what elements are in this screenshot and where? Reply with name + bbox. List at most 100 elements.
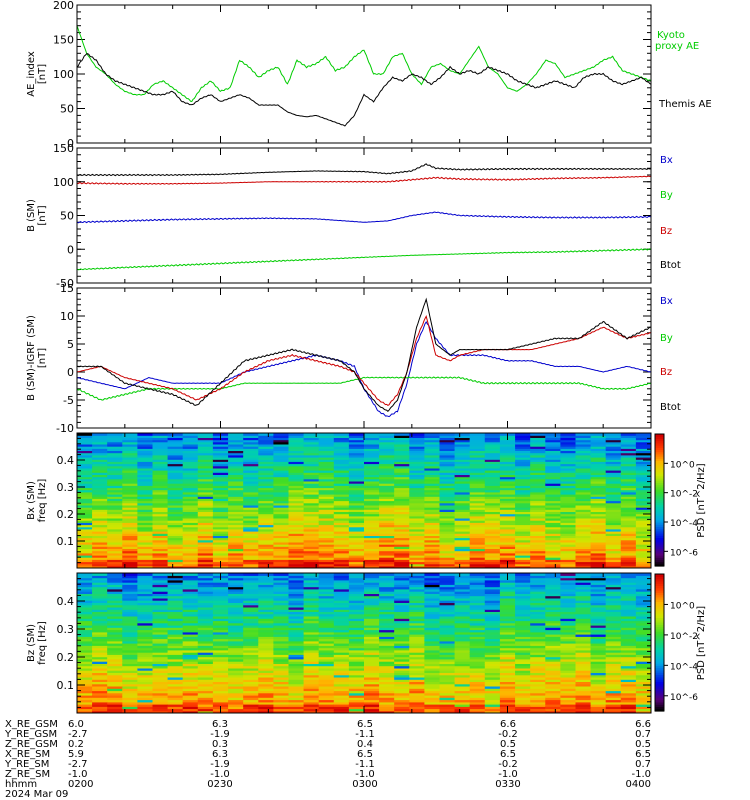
colorbar-segment xyxy=(655,436,664,439)
spectrogram-cell xyxy=(469,467,486,471)
spectrogram-cell xyxy=(273,461,290,465)
spectrogram-cell xyxy=(439,439,456,443)
colorbar-segment xyxy=(655,517,664,521)
spectrogram-cell xyxy=(197,681,214,685)
spectrogram-cell xyxy=(545,701,561,705)
spectrogram-cell xyxy=(273,654,290,658)
spectrogram-cell xyxy=(499,604,516,608)
spectrogram-cell xyxy=(439,496,456,499)
spectrogram-cell xyxy=(122,498,138,502)
spectrogram-cell xyxy=(107,615,123,619)
spectrogram-cell xyxy=(107,658,123,662)
spectrogram-cell xyxy=(394,524,410,528)
spectrogram-cell xyxy=(167,498,184,502)
spectrogram-cell xyxy=(530,676,546,680)
spectrogram-cell xyxy=(605,565,622,568)
spectrogram-cell xyxy=(590,463,607,467)
spectrogram-cell xyxy=(530,701,546,705)
spectrogram-cell xyxy=(197,467,214,471)
spectrogram-cell xyxy=(394,597,410,601)
spectrogram-cell xyxy=(92,573,108,576)
spectrogram-cell xyxy=(560,465,577,469)
spectrogram-cell xyxy=(228,654,244,658)
spectrogram-cell xyxy=(152,443,169,447)
spectrogram-cell xyxy=(484,699,501,703)
spectrogram-cell xyxy=(590,496,607,499)
spectrogram-cell xyxy=(333,609,350,612)
spectrogram-cell xyxy=(152,448,169,451)
spectrogram-cell xyxy=(152,494,169,497)
spectrogram-cell xyxy=(469,522,486,526)
spectrogram-cell xyxy=(424,701,441,705)
spectrogram-cell xyxy=(484,615,501,619)
spectrogram-cell xyxy=(409,681,425,685)
spectrogram-cell xyxy=(318,647,335,651)
spectrogram-cell xyxy=(394,457,410,460)
spectrogram-cell xyxy=(575,575,592,579)
spectrogram-cell xyxy=(167,692,184,696)
spectrogram-cell xyxy=(318,437,335,441)
spectrogram-cell xyxy=(288,548,305,552)
spectrogram-cell xyxy=(484,489,501,493)
spectrogram-cell xyxy=(545,463,561,467)
spectrogram-cell xyxy=(409,663,425,667)
spectrogram-cell xyxy=(92,474,108,478)
spectrogram-cell xyxy=(545,674,561,678)
spectrogram-cell xyxy=(318,685,335,689)
spectrogram-cell xyxy=(228,461,244,465)
spectrogram-cell xyxy=(77,591,93,594)
spectrogram-cell xyxy=(92,591,108,594)
spectrogram-cell xyxy=(77,697,93,701)
spectrogram-cell xyxy=(258,559,274,563)
spectrogram-cell xyxy=(303,674,320,678)
spectrogram-cell xyxy=(439,694,456,698)
spectrogram-cell xyxy=(499,531,516,534)
spectrogram-cell xyxy=(635,480,651,484)
spectrogram-cell xyxy=(77,694,93,698)
spectrogram-cell xyxy=(137,613,154,617)
spectrogram-cell xyxy=(530,584,546,588)
spectrogram-cell xyxy=(303,609,320,612)
spectrogram-cell xyxy=(515,685,531,689)
spectrogram-cell xyxy=(454,552,471,556)
spectrogram-cell xyxy=(333,533,350,536)
spectrogram-cell xyxy=(499,683,516,687)
spectrogram-cell xyxy=(258,577,274,581)
spectrogram-cell xyxy=(212,544,229,547)
spectrogram-cell xyxy=(258,480,274,484)
spectrogram-cell xyxy=(635,452,651,456)
spectrogram-cell xyxy=(152,504,169,508)
spectrogram-cell xyxy=(499,627,516,631)
spectrogram-cell xyxy=(228,517,244,521)
spectrogram-cell xyxy=(107,487,123,491)
spectrogram-cell xyxy=(439,674,456,678)
spectrogram-cell xyxy=(212,461,229,465)
spectrogram-cell xyxy=(77,474,93,478)
spectrogram-cell xyxy=(197,533,214,536)
spectrogram-cell xyxy=(303,478,320,482)
spectrogram-cell xyxy=(107,704,123,707)
spectrogram-cell xyxy=(303,661,320,664)
spectrogram-cell xyxy=(122,690,138,694)
spectrogram-cell xyxy=(348,557,365,560)
spectrogram-cell xyxy=(273,537,290,541)
spectrogram-cell xyxy=(394,452,410,456)
spectrogram-cell xyxy=(635,478,651,482)
spectrogram-cell xyxy=(92,658,108,662)
spectrogram-cell xyxy=(605,454,622,458)
spectrogram-cell xyxy=(137,667,154,671)
spectrogram-cell xyxy=(182,670,199,673)
spectrogram-cell xyxy=(77,710,93,713)
spectrogram-cell xyxy=(635,557,651,560)
spectrogram-cell xyxy=(92,604,108,608)
spectrogram-cell xyxy=(394,706,410,710)
spectrogram-cell xyxy=(364,706,380,710)
spectrogram-cell xyxy=(409,539,425,543)
spectrogram-cell xyxy=(394,557,410,560)
spectrogram-cell xyxy=(394,670,410,673)
spectrogram-cell xyxy=(469,539,486,543)
spectrogram-cell xyxy=(484,483,501,486)
spectrogram-cell xyxy=(379,588,395,592)
spectrogram-cell xyxy=(545,579,561,583)
spectrogram-cell xyxy=(318,563,335,567)
